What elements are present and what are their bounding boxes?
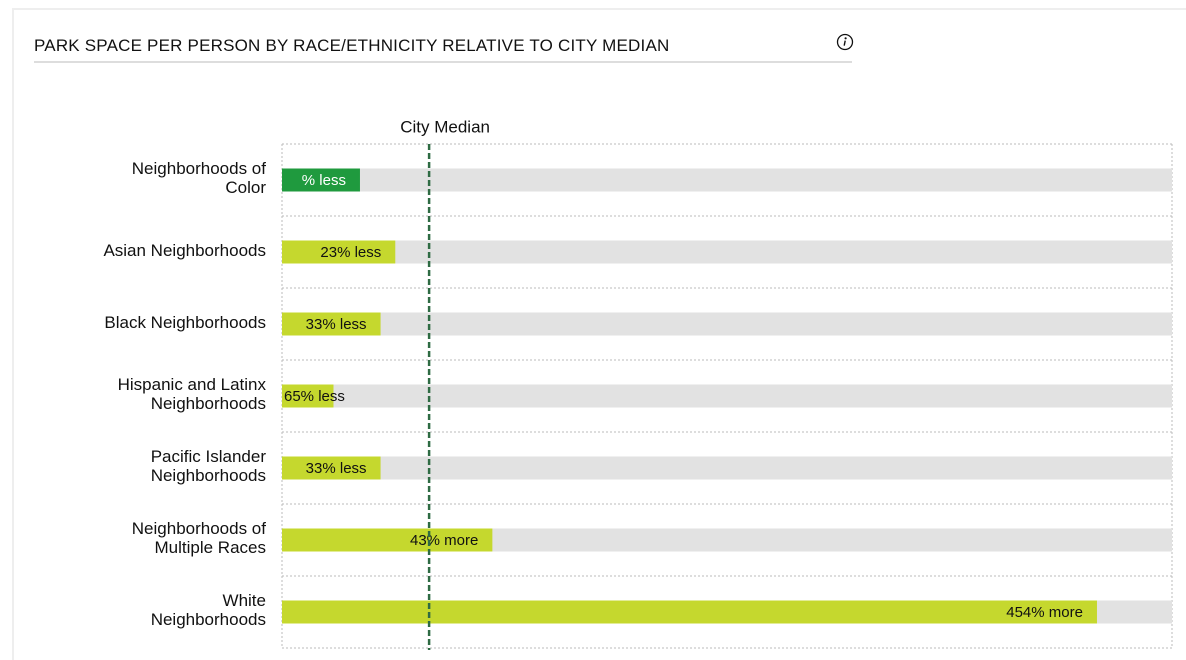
track — [282, 456, 1172, 480]
value-label: 65% less — [284, 388, 345, 405]
category-label: Neighborhoods of Multiple Races — [131, 519, 266, 557]
info-icon[interactable] — [836, 33, 854, 51]
category-label: Black Neighborhoods — [104, 312, 266, 332]
track — [282, 312, 1172, 336]
value-label: 33% less — [306, 460, 367, 477]
bar — [282, 168, 360, 192]
track — [282, 384, 1172, 408]
value-label: 33% less — [306, 316, 367, 333]
title-rule — [34, 61, 852, 63]
bar — [282, 240, 396, 264]
category-label: Pacific Islander Neighborhoods — [150, 447, 266, 485]
category-label: Neighborhoods of Color — [131, 159, 266, 197]
bar — [282, 456, 381, 480]
bar — [282, 600, 1097, 624]
value-label: 23% less — [320, 244, 381, 261]
category-label: Asian Neighborhoods — [103, 240, 266, 260]
median-label: City Median — [400, 117, 490, 136]
value-label: 454% more — [1006, 604, 1083, 621]
value-label: 43% more — [410, 532, 478, 549]
chart-title: PARK SPACE PER PERSON BY RACE/ETHNICITY … — [34, 36, 670, 55]
track — [282, 528, 1172, 552]
value-label: % less — [302, 172, 346, 189]
category-label: Hispanic and Latinx Neighborhoods — [117, 375, 266, 413]
category-label: White Neighborhoods — [150, 591, 266, 629]
card — [12, 8, 1186, 660]
bar — [282, 384, 334, 408]
track — [282, 240, 1172, 264]
bar — [282, 312, 381, 336]
bar — [282, 528, 493, 552]
track — [282, 168, 1172, 192]
